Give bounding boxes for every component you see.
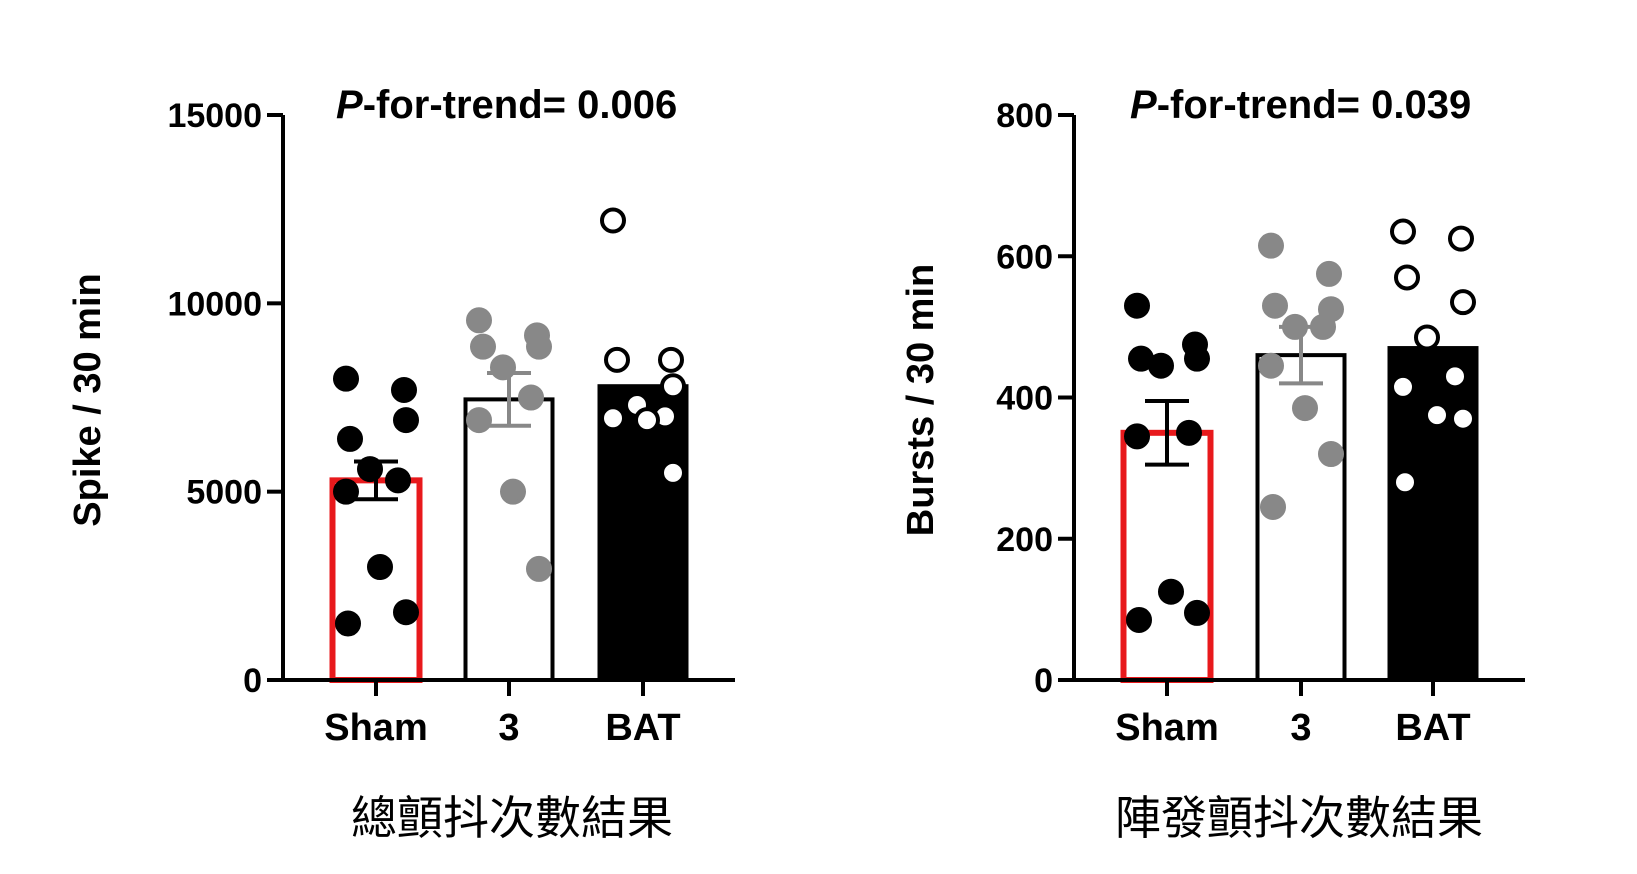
data-point-3 [526, 555, 552, 582]
y-tick-label: 15000 [167, 97, 262, 135]
p-for-trend-annotation: P-for-trend= 0.006 [336, 83, 677, 127]
data-point-sham [357, 456, 383, 483]
data-point-bat [600, 405, 626, 432]
chart-caption: 總顫抖次數結果 [351, 791, 673, 845]
data-point-bat [1390, 218, 1416, 245]
data-point-bat [604, 346, 630, 373]
data-point-bat [1390, 373, 1416, 400]
data-point-sham [391, 376, 417, 403]
data-point-3 [1316, 260, 1342, 287]
x-tick-label: Sham [1115, 707, 1218, 749]
data-point-bat [600, 207, 626, 234]
data-point-sham [1184, 599, 1210, 626]
x-tick-label: 3 [498, 707, 519, 749]
y-tick-label: 0 [243, 662, 262, 700]
data-point-3 [1310, 313, 1336, 340]
x-tick-label: 3 [1290, 707, 1311, 749]
data-point-3 [526, 333, 552, 360]
data-point-3 [500, 478, 526, 505]
p-for-trend-annotation: P-for-trend= 0.039 [1130, 83, 1471, 127]
data-point-3 [1258, 232, 1284, 259]
data-point-sham [393, 599, 419, 626]
data-point-sham [1176, 419, 1202, 446]
y-tick-label: 5000 [186, 474, 262, 512]
data-point-bat [660, 459, 686, 486]
bursts-chart-panel: P-for-trend= 0.039 Bursts / 30 min 陣發顫抖次… [900, 83, 1525, 845]
data-point-sham [335, 610, 361, 637]
data-point-bat [1424, 402, 1450, 429]
data-point-3 [490, 354, 516, 381]
data-point-sham [1148, 352, 1174, 379]
data-point-sham [333, 478, 359, 505]
data-point-3 [470, 333, 496, 360]
data-point-3 [518, 384, 544, 411]
bar-bat [597, 384, 689, 682]
data-point-3 [1292, 395, 1318, 422]
data-point-sham [1158, 578, 1184, 605]
data-point-3 [1262, 292, 1288, 319]
x-tick-label: BAT [1395, 707, 1470, 749]
y-tick-label: 200 [996, 521, 1053, 559]
data-point-bat [660, 373, 686, 400]
data-point-bat [1442, 363, 1468, 390]
data-point-3 [466, 407, 492, 434]
data-point-sham [333, 365, 359, 392]
data-point-sham [393, 407, 419, 434]
y-tick-label: 10000 [167, 285, 262, 323]
data-point-bat [1448, 225, 1474, 252]
data-point-3 [1260, 493, 1286, 520]
x-tick-label: BAT [605, 707, 680, 749]
y-axis-title: Spike / 30 min [67, 273, 109, 526]
data-point-sham [1184, 345, 1210, 372]
data-point-bat [634, 407, 660, 434]
data-point-3 [1258, 352, 1284, 379]
data-point-sham [337, 425, 363, 452]
bar-sham [329, 477, 423, 683]
data-point-bat [1392, 469, 1418, 496]
data-point-sham [1126, 606, 1152, 633]
y-tick-label: 400 [996, 380, 1053, 418]
data-point-sham [1124, 292, 1150, 319]
data-point-bat [1450, 405, 1476, 432]
data-point-bat [1394, 264, 1420, 291]
spike-chart-panel: P-for-trend= 0.006 Spike / 30 min 總顫抖次數結… [67, 83, 735, 845]
data-point-sham [385, 467, 411, 494]
y-tick-label: 800 [996, 97, 1053, 135]
chart-caption: 陣發顫抖次數結果 [1115, 791, 1483, 845]
y-tick-label: 600 [996, 238, 1053, 276]
data-point-sham [1124, 423, 1150, 450]
data-point-3 [1282, 313, 1308, 340]
bar-sham [1120, 429, 1214, 683]
x-tick-label: Sham [324, 707, 427, 749]
data-point-3 [466, 307, 492, 334]
bar-3 [463, 397, 555, 682]
data-point-bat [658, 346, 684, 373]
y-axis-title: Bursts / 30 min [900, 264, 942, 536]
data-point-sham [367, 554, 393, 580]
data-point-3 [1318, 441, 1344, 467]
y-tick-label: 0 [1034, 662, 1053, 700]
data-point-bat [1414, 324, 1440, 351]
data-point-bat [1450, 289, 1476, 316]
